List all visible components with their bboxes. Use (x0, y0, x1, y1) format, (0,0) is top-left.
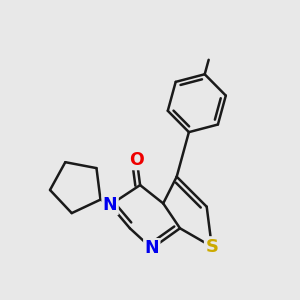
Text: N: N (103, 196, 117, 214)
Text: S: S (205, 238, 218, 256)
Text: N: N (145, 239, 159, 257)
Text: O: O (129, 151, 144, 169)
